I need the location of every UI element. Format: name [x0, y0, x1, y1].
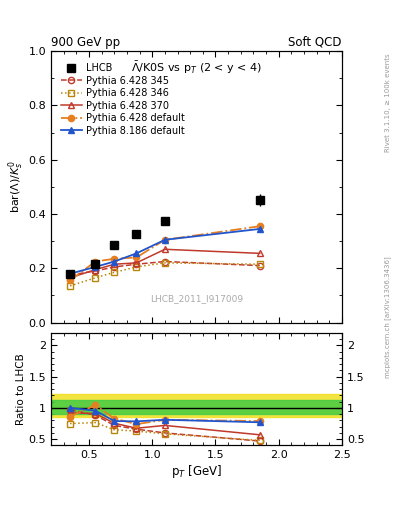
Legend: LHCB, Pythia 6.428 345, Pythia 6.428 346, Pythia 6.428 370, Pythia 6.428 default: LHCB, Pythia 6.428 345, Pythia 6.428 346… [59, 61, 187, 138]
Text: $\bar{\Lambda}$/K0S vs p$_T$ (2 < y < 4): $\bar{\Lambda}$/K0S vs p$_T$ (2 < y < 4) [131, 59, 262, 76]
Text: Rivet 3.1.10, ≥ 100k events: Rivet 3.1.10, ≥ 100k events [385, 53, 391, 152]
Text: LHCB_2011_I917009: LHCB_2011_I917009 [150, 294, 243, 304]
Y-axis label: Ratio to LHCB: Ratio to LHCB [16, 353, 26, 425]
Bar [51, 400, 342, 414]
X-axis label: p$_T$ [GeV]: p$_T$ [GeV] [171, 463, 222, 480]
Y-axis label: bar($\Lambda$)/$K^0_s$: bar($\Lambda$)/$K^0_s$ [6, 160, 26, 214]
Text: 900 GeV pp: 900 GeV pp [51, 36, 120, 49]
Text: mcplots.cern.ch [arXiv:1306.3436]: mcplots.cern.ch [arXiv:1306.3436] [384, 257, 391, 378]
Bar [51, 394, 342, 417]
Text: Soft QCD: Soft QCD [288, 36, 342, 49]
